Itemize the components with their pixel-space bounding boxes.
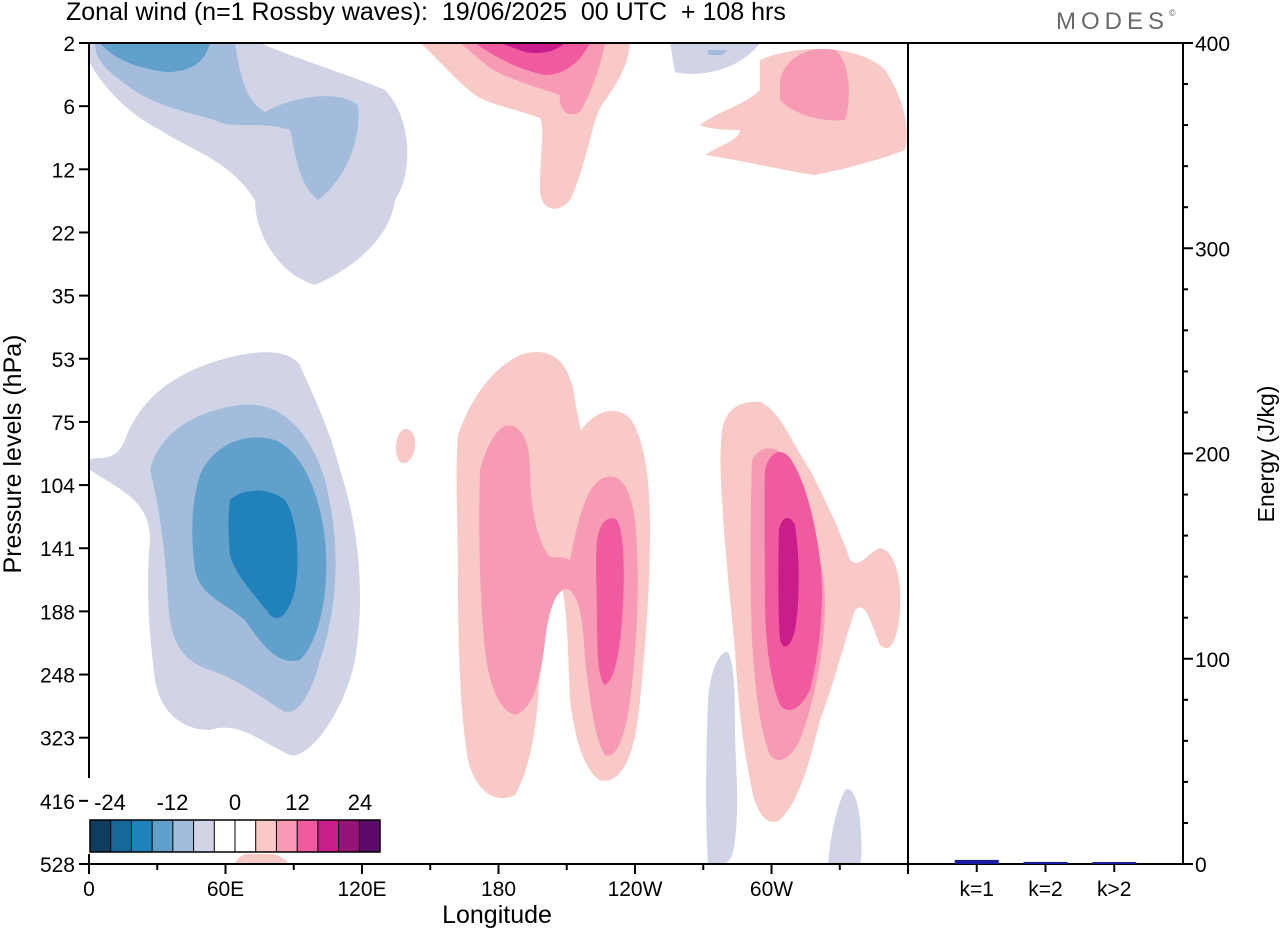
colorbar-swatch bbox=[172, 820, 195, 852]
pressure-tick-label: 141 bbox=[40, 538, 75, 561]
pressure-tick-label: 6 bbox=[63, 96, 75, 119]
longitude-tick-label: 180 bbox=[481, 878, 516, 901]
longitude-tick-label: 60E bbox=[207, 878, 244, 901]
colorbar-tick-label: 0 bbox=[229, 790, 241, 815]
energy-bar bbox=[1092, 862, 1137, 864]
colorbar-swatch bbox=[214, 820, 236, 852]
colorbar-tick-label: 24 bbox=[348, 790, 372, 815]
contour-positive-strong bbox=[596, 518, 624, 685]
energy-category-label: k=1 bbox=[960, 878, 994, 901]
longitude-axis: 0 60E 120E 180 120W 60W bbox=[83, 864, 909, 901]
energy-tick-label: 200 bbox=[1195, 444, 1230, 467]
contour-positive-light bbox=[235, 851, 288, 864]
contour-negative-strong bbox=[100, 43, 210, 72]
contour-positive-mid bbox=[479, 425, 638, 756]
pressure-tick-label: 416 bbox=[40, 791, 75, 814]
colorbar-swatch bbox=[297, 820, 319, 852]
brand-mark: © bbox=[1169, 8, 1176, 18]
colorbar-swatch bbox=[359, 820, 381, 852]
colorbar-swatch bbox=[338, 820, 360, 852]
longitude-tick-label: 60W bbox=[750, 878, 793, 901]
energy-bar bbox=[1023, 861, 1068, 864]
energy-axis: 0 100 200 300 400 bbox=[1183, 33, 1230, 877]
pressure-tick-label: 75 bbox=[52, 412, 75, 435]
colorbar-tick-label: -24 bbox=[94, 790, 126, 815]
pressure-tick-label: 104 bbox=[40, 475, 75, 498]
colorbar-swatch bbox=[235, 820, 257, 852]
colorbar-frame bbox=[89, 819, 381, 853]
contour-negative-mid bbox=[95, 43, 359, 200]
energy-axis-label: Energy (J/kg) bbox=[1253, 386, 1279, 523]
chart-title: Zonal wind (n=1 Rossby waves): 19/06/202… bbox=[66, 0, 786, 26]
contour-negative-mid bbox=[708, 50, 728, 55]
pressure-tick-label: 248 bbox=[40, 665, 75, 688]
energy-category-label: k>2 bbox=[1097, 878, 1131, 901]
x-axis-label: Longitude bbox=[442, 901, 552, 929]
colorbar-swatch bbox=[152, 820, 174, 852]
pressure-tick-label: 35 bbox=[52, 286, 75, 309]
contour-positive-mid bbox=[780, 49, 849, 121]
energy-tick-label: 100 bbox=[1195, 649, 1230, 672]
longitude-tick-label: 0 bbox=[83, 878, 95, 901]
longitude-tick-label: 120W bbox=[608, 878, 663, 901]
colorbar-swatch bbox=[317, 820, 340, 852]
colorbar: -24 -12 0 12 24 bbox=[88, 778, 382, 854]
contour-field bbox=[89, 43, 907, 864]
contour-positive-max bbox=[500, 43, 565, 54]
colorbar-swatch bbox=[255, 820, 277, 852]
modes-logo: MODES© bbox=[1056, 8, 1176, 36]
pressure-tick-label: 53 bbox=[52, 349, 75, 372]
contour-positive-strong bbox=[475, 43, 590, 75]
pressure-axis: 2 6 12 22 35 53 75 104 141 188 248 323 416 528 bbox=[40, 33, 89, 877]
contour-negative-light bbox=[670, 43, 760, 74]
energy-tick-label: 400 bbox=[1195, 33, 1230, 56]
energy-tick-label: 0 bbox=[1195, 854, 1207, 877]
energy-bars: k=1 k=2 k>2 bbox=[954, 859, 1137, 901]
longitude-tick-label: 120E bbox=[337, 878, 386, 901]
pressure-tick-label: 528 bbox=[40, 854, 75, 877]
colorbar-swatch bbox=[131, 820, 153, 852]
pressure-tick-label: 323 bbox=[40, 728, 75, 751]
colorbar-swatch bbox=[193, 820, 215, 852]
pressure-tick-label: 12 bbox=[52, 159, 75, 182]
energy-bar bbox=[954, 859, 999, 864]
pressure-tick-label: 188 bbox=[40, 601, 75, 624]
energy-tick-label: 300 bbox=[1195, 238, 1230, 261]
colorbar-swatch bbox=[276, 820, 298, 852]
y-axis-label: Pressure levels (hPa) bbox=[0, 335, 27, 574]
brand-text: MODES bbox=[1056, 8, 1170, 35]
colorbar-swatch bbox=[90, 820, 112, 852]
contour-negative-light bbox=[828, 789, 862, 864]
contour-negative-light bbox=[706, 651, 738, 864]
energy-category-label: k=2 bbox=[1028, 878, 1062, 901]
contour-positive-light bbox=[395, 428, 416, 464]
contour-positive-max bbox=[778, 518, 799, 647]
contour-negative-max bbox=[228, 490, 298, 619]
colorbar-swatch bbox=[110, 820, 132, 852]
pressure-tick-label: 2 bbox=[63, 33, 75, 56]
pressure-tick-label: 22 bbox=[52, 222, 75, 245]
colorbar-tick-label: -12 bbox=[157, 790, 189, 815]
colorbar-tick-label: 12 bbox=[285, 790, 309, 815]
